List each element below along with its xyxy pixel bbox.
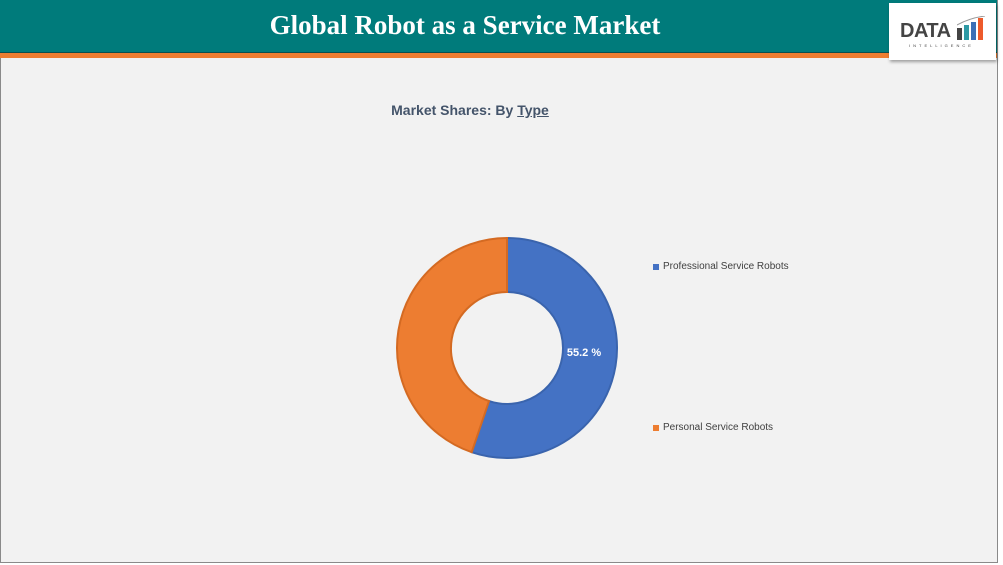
page-title: Global Robot as a Service Market xyxy=(269,10,661,40)
logo-text: DATA xyxy=(900,20,951,42)
legend-swatch xyxy=(653,424,659,431)
chart-title: Market Shares: By Type xyxy=(360,102,580,118)
legend-label: Personal Service Robots xyxy=(663,422,774,433)
header-bar: Global Robot as a Service Market xyxy=(0,0,997,53)
accent-stripe xyxy=(0,53,997,58)
logo-bars-icon xyxy=(957,16,986,40)
chart-title-type-link[interactable]: Type xyxy=(517,102,549,118)
data-label-professional: 55.2 % xyxy=(567,347,601,359)
donut-slice-personal-service-robots xyxy=(396,236,508,454)
logo-subtext: INTELLIGENCE xyxy=(909,43,974,48)
legend-item-professional: Professional Service Robots xyxy=(653,261,789,272)
chart-title-prefix: Market Shares: By xyxy=(391,102,514,118)
legend-swatch xyxy=(653,263,659,270)
legend-item-personal: Personal Service Robots xyxy=(653,422,773,433)
donut-slice-professional-service-robots xyxy=(470,236,618,459)
datam-intelligence-logo: DATA INTELLIGENCE xyxy=(889,3,996,60)
legend-label: Professional Service Robots xyxy=(663,261,789,272)
